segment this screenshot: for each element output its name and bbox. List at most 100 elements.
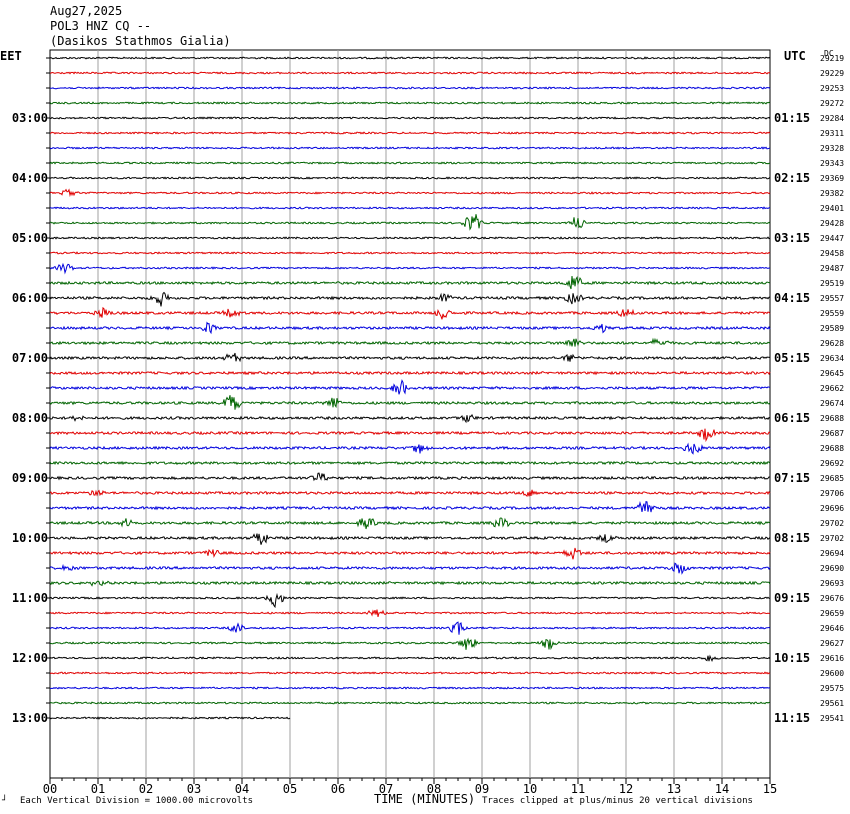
x-tick-label: 00 [43, 782, 57, 796]
seismic-trace [49, 472, 771, 482]
right-time-label: 06:15 [774, 411, 810, 425]
right-time-label: 10:15 [774, 651, 810, 665]
seismic-trace [49, 442, 771, 455]
dc-header-label: DC [824, 49, 834, 58]
dc-offset-label: 29674 [820, 399, 844, 408]
seismic-trace [49, 716, 291, 720]
seismic-trace [49, 621, 771, 635]
left-time-label: 07:00 [12, 351, 48, 365]
vertical-division-note: Each Vertical Division = 1000.00 microvo… [20, 796, 253, 806]
seismic-trace [49, 489, 771, 497]
seismic-trace [49, 671, 771, 675]
seismic-trace [49, 321, 771, 335]
left-time-label: 06:00 [12, 291, 48, 305]
right-time-label: 04:15 [774, 291, 810, 305]
dc-offset-label: 29458 [820, 249, 844, 258]
left-timezone-label: EET [0, 49, 22, 63]
left-time-label: 11:00 [12, 591, 48, 605]
seismic-trace [49, 101, 771, 105]
x-tick-label: 01 [91, 782, 105, 796]
right-time-label: 09:15 [774, 591, 810, 605]
seismic-trace [49, 161, 771, 165]
seismic-trace [49, 251, 771, 255]
dc-offset-label: 29328 [820, 144, 844, 153]
x-tick-label: 11 [571, 782, 585, 796]
right-timezone-label: UTC [784, 49, 806, 63]
x-tick-label: 04 [235, 782, 249, 796]
left-time-label: 04:00 [12, 171, 48, 185]
dc-offset-label: 29401 [820, 204, 844, 213]
right-time-label: 11:15 [774, 711, 810, 725]
seismic-trace [49, 131, 771, 135]
x-tick-label: 09 [475, 782, 489, 796]
dc-offset-label: 29634 [820, 354, 844, 363]
seismic-trace [49, 352, 771, 363]
x-tick-label: 13 [667, 782, 681, 796]
dc-offset-label: 29561 [820, 699, 844, 708]
dc-offset-label: 29428 [820, 219, 844, 228]
dc-offset-label: 29559 [820, 309, 844, 318]
right-time-label: 07:15 [774, 471, 810, 485]
dc-offset-label: 29702 [820, 519, 844, 528]
seismic-trace [49, 592, 770, 609]
dc-offset-label: 29447 [820, 234, 844, 243]
dc-offset-label: 29706 [820, 489, 844, 498]
dc-offset-label: 29519 [820, 279, 844, 288]
site-label: (Dasikos Stathmos Gialia) [50, 34, 231, 48]
dc-offset-label: 29662 [820, 384, 844, 393]
seismic-trace [49, 547, 771, 560]
seismic-trace [49, 71, 771, 75]
dc-offset-label: 29557 [820, 294, 844, 303]
seismic-trace [49, 370, 771, 376]
dc-offset-label: 29690 [820, 564, 844, 573]
left-time-label: 12:00 [12, 651, 48, 665]
dc-offset-label: 29369 [820, 174, 844, 183]
seismic-trace [49, 609, 771, 618]
dc-offset-label: 29676 [820, 594, 844, 603]
left-time-label: 08:00 [12, 411, 48, 425]
x-tick-label: 15 [763, 782, 777, 796]
right-time-label: 01:15 [774, 111, 810, 125]
dc-offset-label: 29659 [820, 609, 844, 618]
seismic-trace [49, 56, 771, 60]
x-tick-label: 05 [283, 782, 297, 796]
dc-offset-label: 29687 [820, 429, 844, 438]
dc-offset-label: 29311 [820, 129, 844, 138]
dc-offset-label: 29696 [820, 504, 844, 513]
seismic-trace [49, 701, 771, 705]
dc-offset-label: 29616 [820, 654, 844, 663]
dc-offset-label: 29229 [820, 69, 844, 78]
seismic-trace [49, 562, 771, 575]
x-tick-label: 08 [427, 782, 441, 796]
dc-offset-label: 29628 [820, 339, 844, 348]
dc-offset-label: 29253 [820, 84, 844, 93]
dc-offset-label: 29219 [820, 54, 844, 63]
seismic-trace [49, 291, 771, 307]
seismic-trace [49, 116, 771, 120]
x-axis-label: TIME (MINUTES) [374, 792, 476, 806]
seismic-trace [49, 379, 771, 395]
x-tick-label: 06 [331, 782, 345, 796]
dc-offset-label: 29645 [820, 369, 844, 378]
station-label: POL3 HNZ CQ -- [50, 19, 152, 33]
seismic-trace [49, 460, 771, 466]
dc-offset-label: 29600 [820, 669, 844, 678]
seismic-trace [49, 262, 770, 275]
dc-offset-label: 29646 [820, 624, 844, 633]
x-tick-label: 12 [619, 782, 633, 796]
seismic-trace [49, 176, 771, 180]
seismic-trace [49, 188, 771, 198]
seismic-trace [49, 654, 771, 662]
seismic-trace [50, 214, 771, 231]
seismic-trace [49, 236, 771, 240]
dc-offset-label: 29693 [820, 579, 844, 588]
right-time-label: 02:15 [774, 171, 810, 185]
left-time-label: 05:00 [12, 231, 48, 245]
dc-offset-label: 29627 [820, 639, 844, 648]
seismic-trace [49, 517, 771, 530]
x-tick-label: 03 [187, 782, 201, 796]
right-time-label: 05:15 [774, 351, 810, 365]
seismic-trace [49, 206, 771, 210]
seismic-trace [49, 276, 771, 290]
